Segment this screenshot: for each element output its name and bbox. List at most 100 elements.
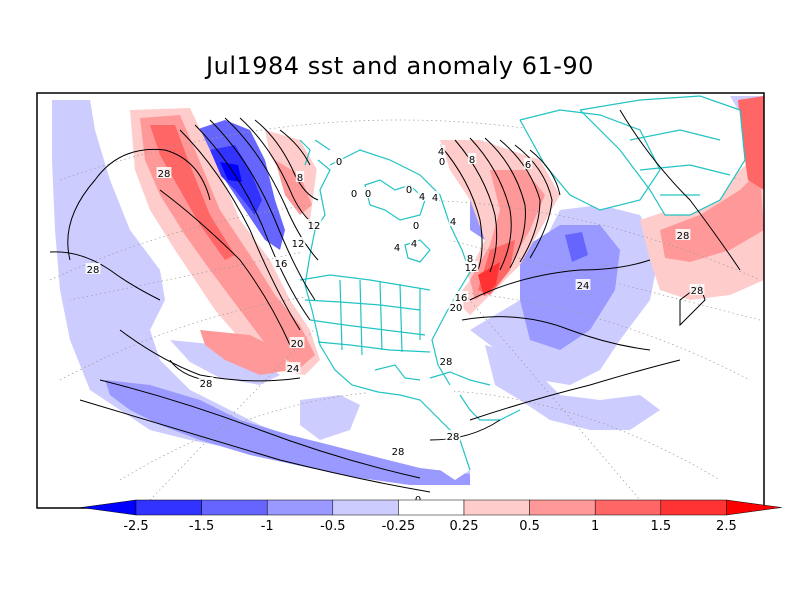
land-europe bbox=[580, 96, 745, 215]
colorbar-segment bbox=[594, 499, 662, 516]
land-north-america bbox=[300, 150, 470, 480]
contour-label: 4 bbox=[419, 192, 425, 203]
colorbar-segment bbox=[660, 499, 727, 516]
contour-label: 12 bbox=[292, 239, 305, 250]
anomaly-region-light-blue bbox=[52, 100, 470, 480]
contour-label: 8 bbox=[297, 173, 303, 184]
contour-label-background bbox=[445, 430, 461, 441]
contour-label-background bbox=[448, 215, 458, 226]
colorbar-segment bbox=[398, 499, 465, 516]
contour-label: 0 bbox=[365, 189, 371, 200]
anomaly-region-strong-red bbox=[738, 96, 764, 190]
contour-label-background bbox=[411, 219, 421, 230]
contour-label: 20 bbox=[291, 339, 304, 350]
colorbar-tick-label: -0.5 bbox=[320, 519, 345, 534]
anomaly-region-blue bbox=[105, 380, 470, 485]
colorbar-tick-label: 0.5 bbox=[519, 519, 540, 534]
colorbar-tick-label: 1.5 bbox=[650, 519, 671, 534]
contour-label: 0 bbox=[351, 189, 357, 200]
colorbar-tick-label: -2.5 bbox=[123, 519, 148, 534]
contour-label-background bbox=[463, 261, 479, 272]
contour-label-background bbox=[448, 301, 464, 312]
contour-label: 4 bbox=[438, 147, 444, 158]
contour-label: 12 bbox=[308, 221, 321, 232]
colorbar-tick-label: 0.25 bbox=[450, 519, 479, 534]
contour-label-background bbox=[430, 191, 440, 202]
contour-label-background bbox=[363, 187, 373, 198]
contour-label-background bbox=[392, 241, 402, 252]
colorbar-segment bbox=[332, 499, 399, 516]
contour-label-background bbox=[349, 187, 359, 198]
contour-label: 28 bbox=[200, 379, 213, 390]
contour-label-background bbox=[438, 355, 454, 366]
contour-label-background bbox=[413, 493, 423, 504]
colorbar-tick-label: 2.5 bbox=[716, 519, 737, 534]
anomaly-region-light-blue bbox=[300, 395, 360, 440]
contour-label-background bbox=[465, 252, 475, 263]
contour-label: 8 bbox=[469, 155, 475, 166]
contour-label: 4 bbox=[394, 243, 400, 254]
colorbar-tick-label: -1.5 bbox=[189, 519, 214, 534]
contour-label: 0 bbox=[406, 185, 412, 196]
contour-label: 4 bbox=[411, 239, 417, 250]
contour-label: 28 bbox=[392, 447, 405, 458]
contour-label-background bbox=[523, 158, 533, 169]
contour-label-background bbox=[156, 167, 172, 178]
contour-label-background bbox=[390, 445, 406, 456]
colorbar-segment bbox=[266, 499, 334, 516]
contour-label-background bbox=[290, 237, 306, 248]
contour-label-background bbox=[467, 153, 477, 164]
colorbar-segment bbox=[201, 499, 268, 516]
anomaly-region-red bbox=[275, 160, 312, 215]
contour-label-background bbox=[306, 219, 322, 230]
contour-label-background bbox=[198, 377, 214, 388]
contour-label-background bbox=[404, 183, 414, 194]
colorbar-arrow-low bbox=[80, 499, 137, 516]
contour-label-background bbox=[575, 279, 591, 290]
contour-label: 4 bbox=[450, 217, 456, 228]
contour-label: 16 bbox=[275, 259, 288, 270]
contour-label: 20 bbox=[450, 303, 463, 314]
contour-label-background bbox=[289, 337, 305, 348]
contour-label: 16 bbox=[455, 293, 468, 304]
contour-label: 28 bbox=[447, 432, 460, 443]
page-title: Jul1984 sst and anomaly 61-90 bbox=[206, 52, 594, 80]
contour-label: 8 bbox=[467, 254, 473, 265]
contour-label-background bbox=[675, 229, 691, 240]
contour-label: 6 bbox=[525, 160, 531, 171]
contour-label: 24 bbox=[577, 281, 590, 292]
colorbar-tick-label: 1 bbox=[591, 519, 599, 534]
contour-label: 28 bbox=[677, 231, 690, 242]
contour-label-background bbox=[295, 171, 305, 182]
contour-label-background bbox=[437, 155, 447, 166]
contour-label-background bbox=[409, 237, 419, 248]
contour-label: 28 bbox=[691, 286, 704, 297]
anomaly-region-blue bbox=[565, 232, 588, 262]
colorbar-tick-label: -1 bbox=[261, 519, 274, 534]
anomaly-region-strong-red bbox=[150, 125, 235, 260]
contour-label-background bbox=[417, 190, 427, 201]
contour-label: 0 bbox=[336, 157, 342, 168]
contour-label: 28 bbox=[440, 357, 453, 368]
contour-label: 0 bbox=[439, 157, 445, 168]
contour-label-background bbox=[85, 263, 101, 274]
coastlines bbox=[299, 95, 746, 471]
contour-label: 0 bbox=[413, 221, 419, 232]
colorbar: -2.5 -1.5 -1 -0.5 -0.25 0.25 0.5 1 1.5 2.5 bbox=[80, 499, 782, 534]
colorbar-arrow-high bbox=[726, 499, 782, 516]
anomaly-region-light-blue bbox=[485, 345, 660, 430]
sst-contours bbox=[49, 109, 741, 493]
contour-label: 28 bbox=[87, 265, 100, 276]
colorbar-segment bbox=[135, 499, 202, 516]
contour-label: 28 bbox=[158, 169, 171, 180]
anomaly-region-blue bbox=[520, 225, 620, 350]
anomaly-region-strongest-red bbox=[478, 262, 500, 296]
land-mask bbox=[300, 96, 745, 480]
contour-label-background bbox=[273, 257, 289, 268]
contour-label-background bbox=[453, 291, 469, 302]
colorbar-segment bbox=[463, 499, 530, 516]
colorbar-tick-label: -0.25 bbox=[382, 519, 416, 534]
colorbar-segment bbox=[529, 499, 596, 516]
